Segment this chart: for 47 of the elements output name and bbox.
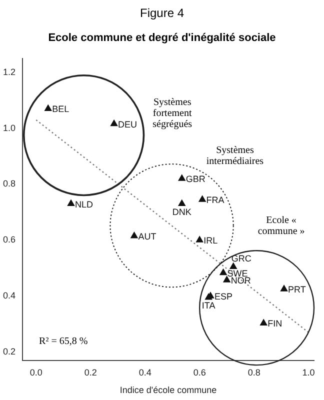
data-label: DEU	[118, 119, 138, 130]
point	[44, 104, 52, 111]
point	[110, 120, 118, 126]
point	[196, 236, 204, 242]
data-label: IRL	[204, 236, 218, 246]
data-label: DNK	[172, 206, 192, 217]
point	[130, 232, 138, 238]
x-tick-label: 0.6	[193, 367, 206, 378]
point	[280, 285, 288, 292]
y-tick-label: 1.0	[2, 122, 16, 133]
point	[178, 200, 186, 206]
y-tick-label: 0.4	[2, 290, 16, 301]
chart-subtitle: Ecole commune et degré d'inégalité sociale	[47, 32, 277, 44]
x-tick-label: 1.0	[302, 367, 315, 378]
point	[178, 174, 186, 181]
data-label: FRA	[206, 195, 224, 206]
point	[198, 196, 206, 202]
y-tick-label: 0.8	[2, 178, 16, 189]
y-tick-label: 0.6	[2, 234, 16, 245]
annotation: Ecole « commune »	[256, 214, 306, 237]
x-tick-label: 0.0	[30, 367, 42, 378]
annotation: Systèmes fortement ségrégués	[152, 97, 194, 130]
point	[230, 262, 237, 269]
data-label: NOR	[230, 276, 252, 286]
data-label: FIN	[268, 318, 282, 329]
y-tick-label: 0.2	[2, 346, 16, 356]
data-label: AUT	[138, 231, 157, 242]
point	[260, 319, 268, 326]
y-tick-label: 1.2	[2, 66, 16, 77]
x-tick-label: 0.4	[138, 367, 152, 378]
x-tick-label: 0.8	[248, 367, 260, 378]
data-label: GBR	[186, 174, 206, 184]
data-label: PRT	[288, 284, 306, 295]
data-label: GRC	[231, 254, 252, 264]
data-label: ESP	[214, 292, 232, 302]
data-label: NLD	[75, 199, 94, 210]
x-tick-label: 0.2	[84, 367, 97, 378]
point	[67, 200, 75, 206]
data-label: BEL	[52, 104, 70, 114]
data-label: SWE	[227, 268, 248, 278]
annotation: Systèmes intermédiaires	[205, 144, 265, 167]
data-label: ITA	[202, 300, 216, 310]
x-axis-title: Indice d'école commune	[120, 385, 217, 396]
annotation: R² = 65,8 %	[38, 336, 89, 348]
point	[223, 276, 230, 282]
chart-title: Figure 4	[138, 6, 186, 20]
point	[220, 268, 227, 276]
